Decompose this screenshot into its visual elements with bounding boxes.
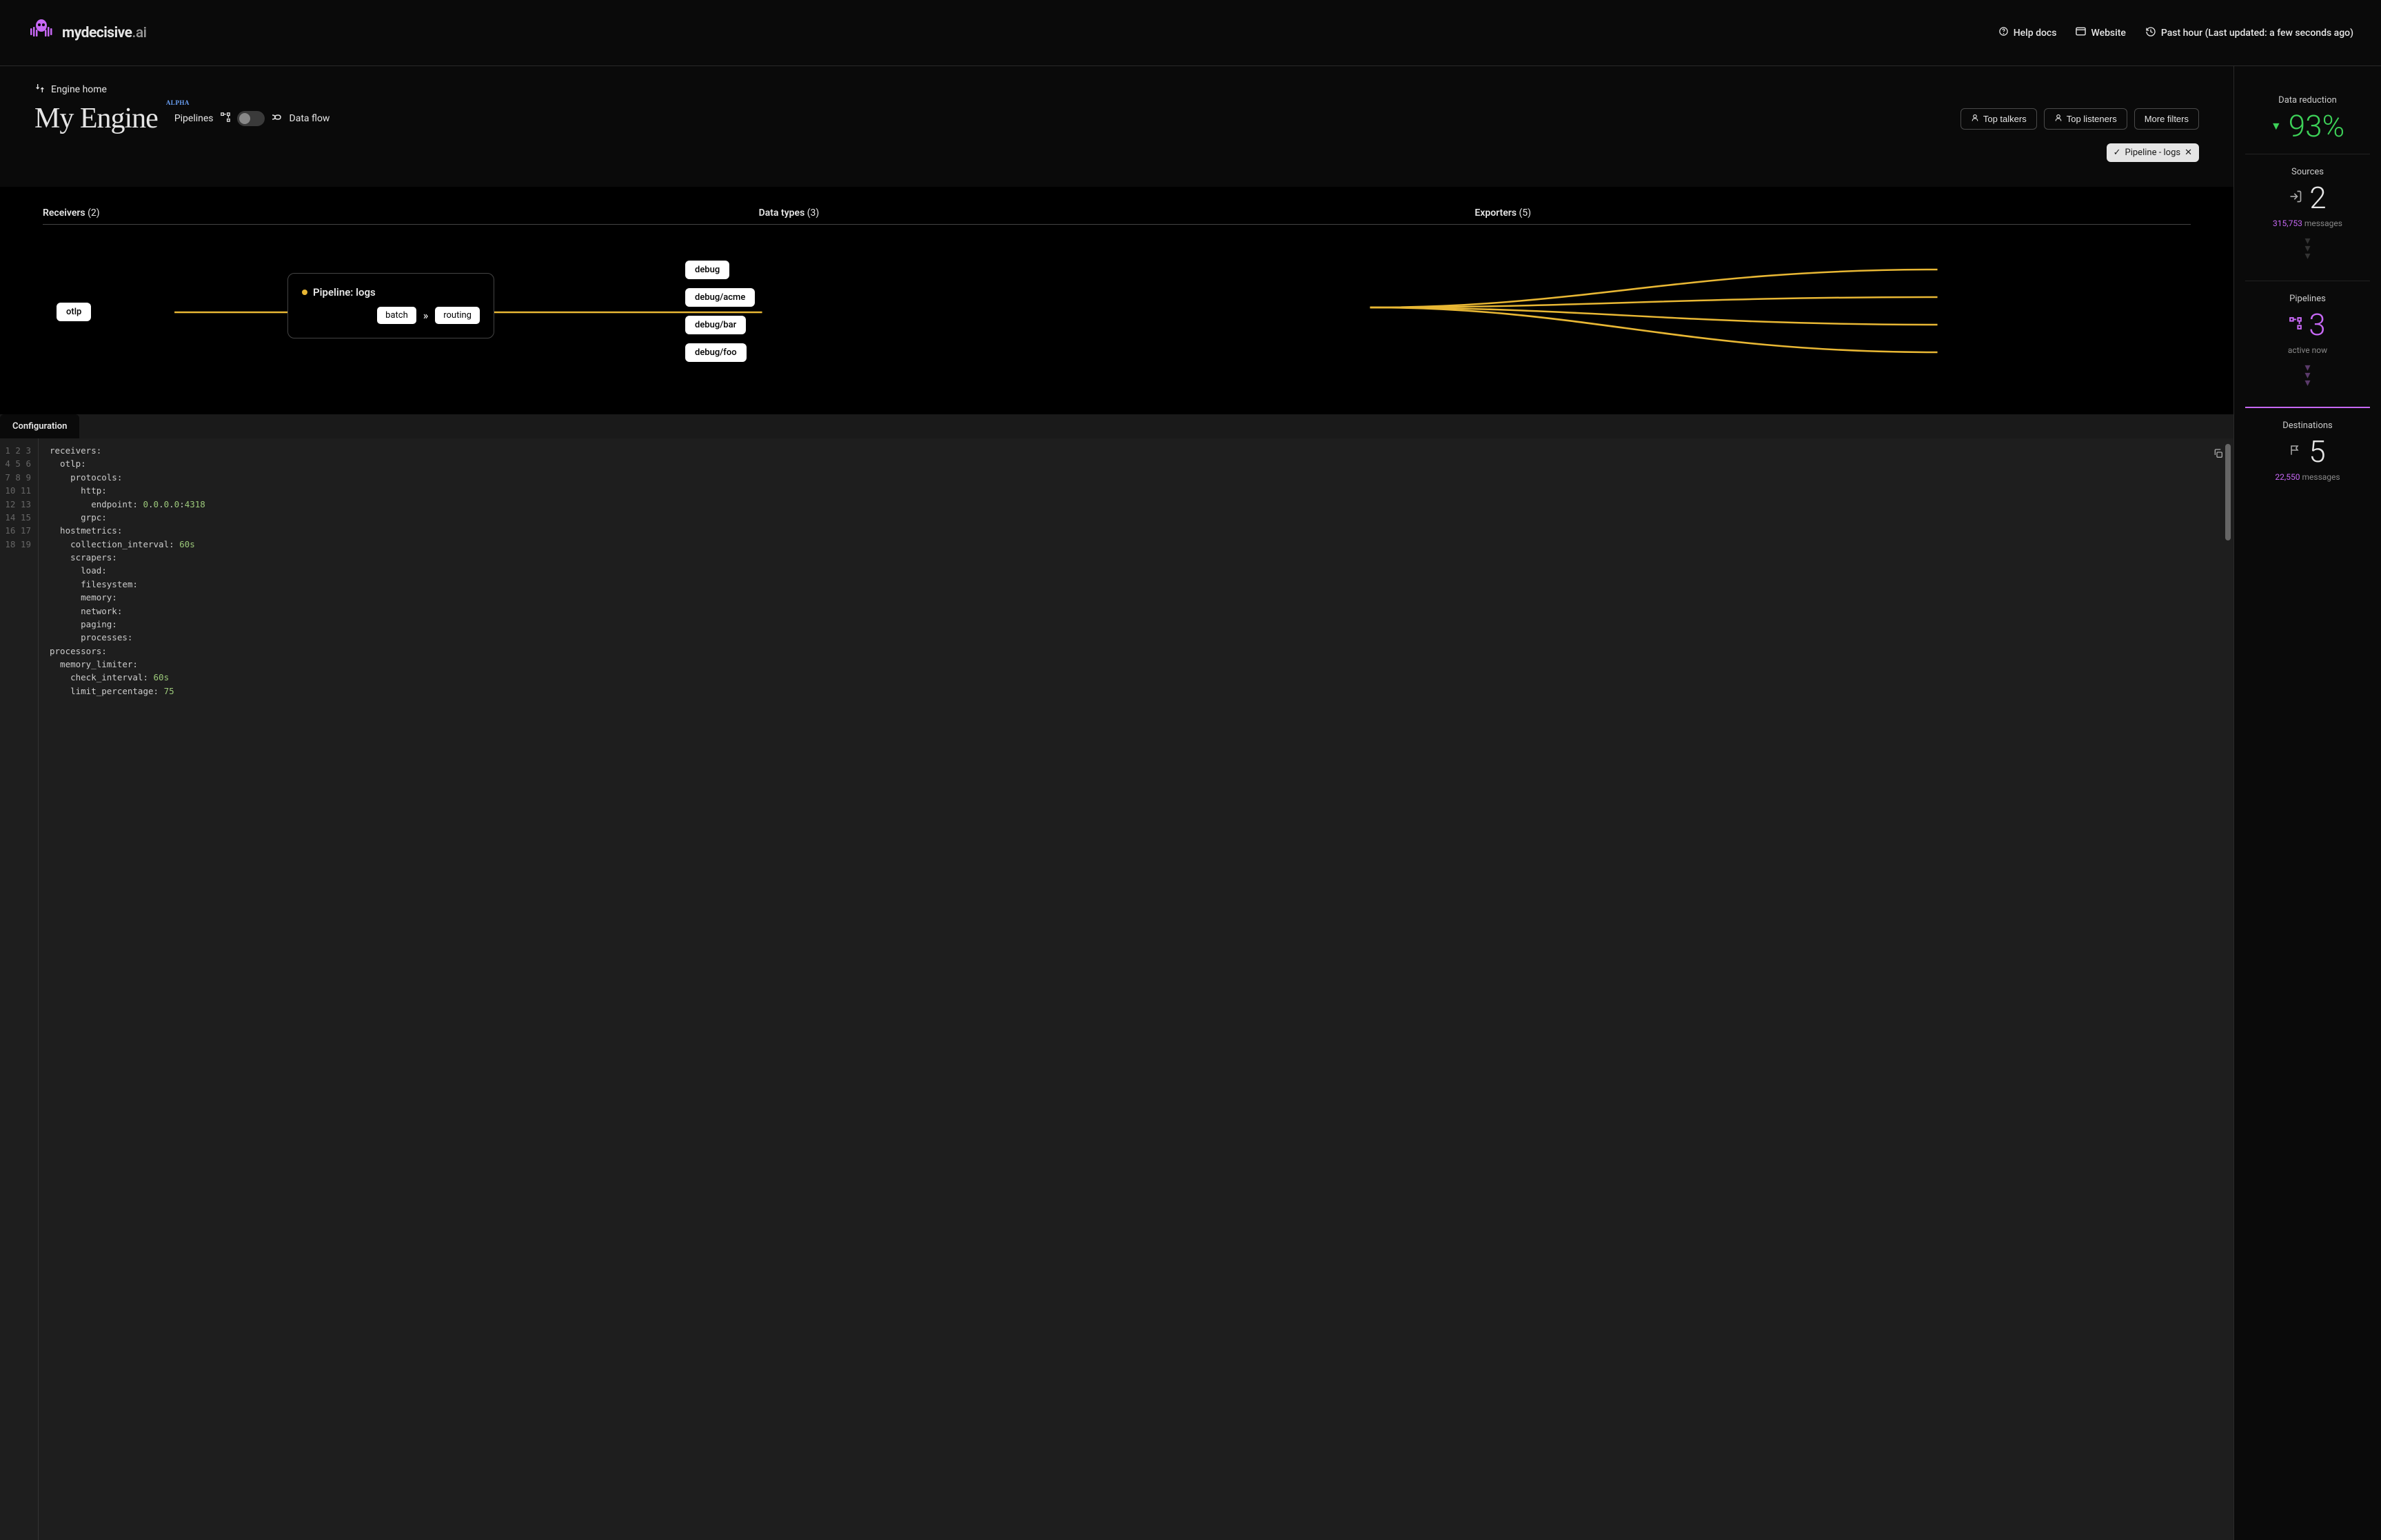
pipeline-name: Pipeline: logs (313, 286, 376, 298)
exporter-node[interactable]: debug/acme (685, 288, 755, 307)
sources-label: Sources (2245, 167, 2370, 177)
pipelines-icon (221, 112, 230, 125)
topbar-links: Help docs Website Past hour (Last update… (1998, 26, 2353, 40)
column-receivers: Receivers (2) (43, 207, 759, 225)
more-filters-label: More filters (2145, 114, 2189, 124)
mode-dataflow-label: Data flow (290, 113, 330, 124)
close-icon[interactable]: ✕ (2185, 148, 2192, 158)
pipelines-value: 3 (2309, 310, 2325, 340)
help-icon (1998, 26, 2009, 39)
pipeline-box[interactable]: Pipeline: logs batch » routing (287, 273, 494, 338)
stat-destinations: Destinations 5 22,550 messages (2245, 408, 2370, 494)
column-exporters: Exporters (5) (1475, 207, 2191, 225)
flow-chevrons-icon: ▾▾▾ (2245, 236, 2370, 260)
code-content: receivers: otlp: protocols: http: endpoi… (39, 438, 2233, 1540)
stats-sidebar: Data reduction ▼ 93% Sources 2 315,753 m… (2233, 66, 2381, 1540)
breadcrumb[interactable]: Engine home (34, 83, 2199, 97)
breadcrumb-label: Engine home (51, 84, 107, 95)
dest-value: 5 (2309, 436, 2325, 467)
time-range[interactable]: Past hour (Last updated: a few seconds a… (2145, 26, 2353, 40)
toggle-switch[interactable] (237, 111, 265, 126)
logo-octopus-icon (28, 16, 55, 50)
chevron-right-icon: » (423, 309, 429, 322)
sources-msg-count: 315,753 (2273, 219, 2302, 228)
pipelines-sub: active now (2245, 345, 2370, 355)
code-editor[interactable]: 1 2 3 4 5 6 7 8 9 10 11 12 13 14 15 16 1… (0, 438, 2233, 1540)
reduction-label: Data reduction (2245, 95, 2370, 105)
exporter-node[interactable]: debug/bar (685, 316, 746, 334)
top-listeners-button[interactable]: Top listeners (2044, 108, 2127, 130)
caret-down-icon: ▼ (2271, 119, 2282, 133)
more-filters-button[interactable]: More filters (2134, 108, 2199, 130)
top-listeners-label: Top listeners (2067, 114, 2117, 124)
status-dot-icon (302, 290, 307, 295)
dest-msg-count: 22,550 (2275, 472, 2300, 482)
processor-routing[interactable]: routing (435, 307, 480, 324)
check-icon: ✓ (2114, 148, 2121, 158)
time-label: Past hour (Last updated: a few seconds a… (2161, 28, 2353, 39)
line-gutter: 1 2 3 4 5 6 7 8 9 10 11 12 13 14 15 16 1… (0, 438, 39, 1540)
tab-configuration[interactable]: Configuration (0, 414, 79, 438)
reduction-value: 93% (2289, 111, 2344, 141)
user-icon (1971, 114, 1979, 124)
stat-pipelines: Pipelines 3 active now ▾▾▾ (2245, 281, 2370, 409)
receiver-node[interactable]: otlp (57, 303, 91, 321)
help-docs-link[interactable]: Help docs (1998, 26, 2057, 39)
dataflow-icon (272, 113, 283, 124)
exporter-node[interactable]: debug (685, 261, 729, 279)
sources-value: 2 (2309, 183, 2326, 213)
pipelines-icon (2289, 317, 2302, 332)
logo-text: mydecisive.ai (62, 25, 147, 41)
copy-button[interactable] (2213, 448, 2224, 463)
flag-icon (2289, 444, 2302, 459)
dest-label: Destinations (2245, 421, 2370, 431)
router-icon (34, 83, 45, 97)
selected-pipeline-chip[interactable]: ✓ Pipeline - logs ✕ (2107, 143, 2199, 162)
scrollbar-thumb[interactable] (2225, 444, 2231, 540)
processor-batch[interactable]: batch (377, 307, 416, 324)
pipelines-label: Pipelines (2245, 294, 2370, 304)
config-panel: Configuration 1 2 3 4 5 6 7 8 9 10 11 12… (0, 414, 2233, 1540)
page-header: Engine home My Engine ALPHA Pipelines (0, 66, 2233, 173)
history-icon (2145, 26, 2156, 40)
help-label: Help docs (2014, 28, 2057, 39)
browser-icon (2076, 27, 2086, 39)
topbar: mydecisive.ai Help docs Website Past hou… (0, 0, 2381, 66)
column-datatypes: Data types (3) (759, 207, 1475, 225)
exporter-node[interactable]: debug/foo (685, 343, 747, 362)
stat-sources: Sources 2 315,753 messages ▾▾▾ (2245, 154, 2370, 281)
page-title: My Engine ALPHA (34, 102, 158, 135)
user-icon (2054, 114, 2063, 124)
top-talkers-label: Top talkers (1983, 114, 2027, 124)
input-icon (2289, 190, 2302, 206)
alpha-badge: ALPHA (166, 99, 190, 106)
mode-pipelines-label: Pipelines (174, 113, 214, 124)
pipeline-canvas: Receivers (2) Data types (3) Exporters (… (0, 187, 2233, 414)
filter-row: Top talkers Top listeners More filters (1960, 108, 2199, 130)
logo[interactable]: mydecisive.ai (28, 16, 147, 50)
top-talkers-button[interactable]: Top talkers (1960, 108, 2037, 130)
flow-chevrons-icon: ▾▾▾ (2245, 363, 2370, 387)
website-label: Website (2091, 28, 2125, 39)
view-mode-toggle: Pipelines Data flow (174, 111, 330, 126)
website-link[interactable]: Website (2076, 27, 2125, 39)
stat-reduction: Data reduction ▼ 93% (2245, 83, 2370, 154)
chip-label: Pipeline - logs (2125, 148, 2181, 158)
